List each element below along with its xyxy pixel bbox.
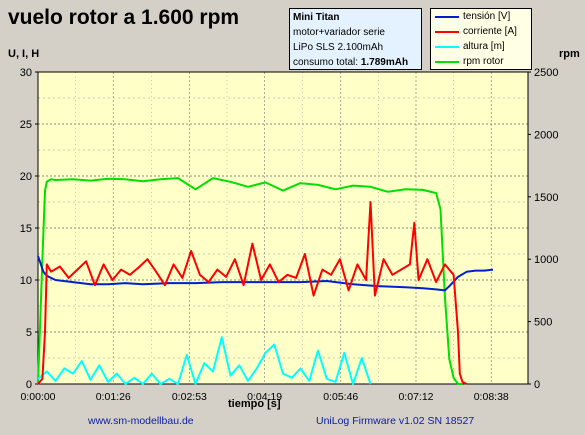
y-left-tick-label: 5: [26, 327, 32, 339]
info-consumption-value: 1.789mAh: [360, 57, 409, 68]
info-setup: motor+variador serie: [293, 27, 385, 38]
series-line-1: [37, 201, 468, 385]
right-axis-title: rpm: [559, 48, 580, 60]
y-left-tick-label: 30: [20, 67, 32, 79]
x-tick-label: 0:07:12: [398, 391, 433, 403]
legend-label: tensión [V]: [463, 11, 511, 22]
legend-swatch: [435, 16, 459, 18]
y-right-tick-label: 1500: [534, 192, 558, 204]
series-line-3: [37, 177, 463, 385]
legend: tensión [V] corriente [A] altura [m] rpm…: [430, 8, 532, 70]
legend-label: rpm rotor: [463, 56, 504, 67]
legend-label: corriente [A]: [463, 26, 517, 37]
footer-firmware: UniLog Firmware v1.02 SN 18527: [316, 415, 475, 427]
legend-swatch: [435, 46, 459, 48]
x-tick-label: 0:01:26: [96, 391, 131, 403]
y-right-tick-label: 2500: [534, 67, 558, 79]
legend-item-altura: altura [m]: [431, 39, 531, 54]
chart-title: vuelo rotor a 1.600 rpm: [8, 6, 240, 29]
x-tick-label: 0:04:19: [247, 391, 282, 403]
info-consumption: consumo total: 1.789mAh: [293, 55, 418, 70]
x-tick-label: 0:05:46: [323, 391, 358, 403]
y-left-tick-label: 10: [20, 275, 32, 287]
y-right-tick-label: 1000: [534, 254, 558, 266]
x-tick-label: 0:08:38: [474, 391, 509, 403]
series-line-2: [37, 336, 372, 385]
x-tick-label: 0:02:53: [172, 391, 207, 403]
left-axis-title: U, I, H: [8, 48, 40, 60]
info-model: Mini Titan: [293, 12, 340, 23]
y-right-tick-label: 500: [534, 317, 552, 329]
y-left-tick-label: 15: [20, 223, 32, 235]
legend-item-tension: tensión [V]: [431, 9, 531, 24]
legend-label: altura [m]: [463, 41, 505, 52]
y-left-tick-label: 20: [20, 171, 32, 183]
series-line-0: [37, 255, 494, 292]
legend-item-corriente: corriente [A]: [431, 24, 531, 39]
y-left-tick-label: 25: [20, 119, 32, 131]
x-axis-title: tiempo [s]: [228, 398, 281, 410]
y-right-tick-label: 0: [534, 379, 540, 391]
info-box: Mini Titan motor+variador serie LiPo SLS…: [289, 8, 422, 70]
x-tick-label: 0:00:00: [20, 391, 55, 403]
legend-swatch: [435, 61, 459, 63]
info-consumption-label: consumo total:: [293, 57, 359, 68]
y-right-tick-label: 2000: [534, 129, 558, 141]
y-left-tick-label: 0: [26, 379, 32, 391]
legend-swatch: [435, 31, 459, 33]
info-battery: LiPo SLS 2.100mAh: [293, 42, 384, 53]
legend-item-rpm: rpm rotor: [431, 54, 531, 69]
footer-website[interactable]: www.sm-modellbau.de: [88, 415, 194, 427]
